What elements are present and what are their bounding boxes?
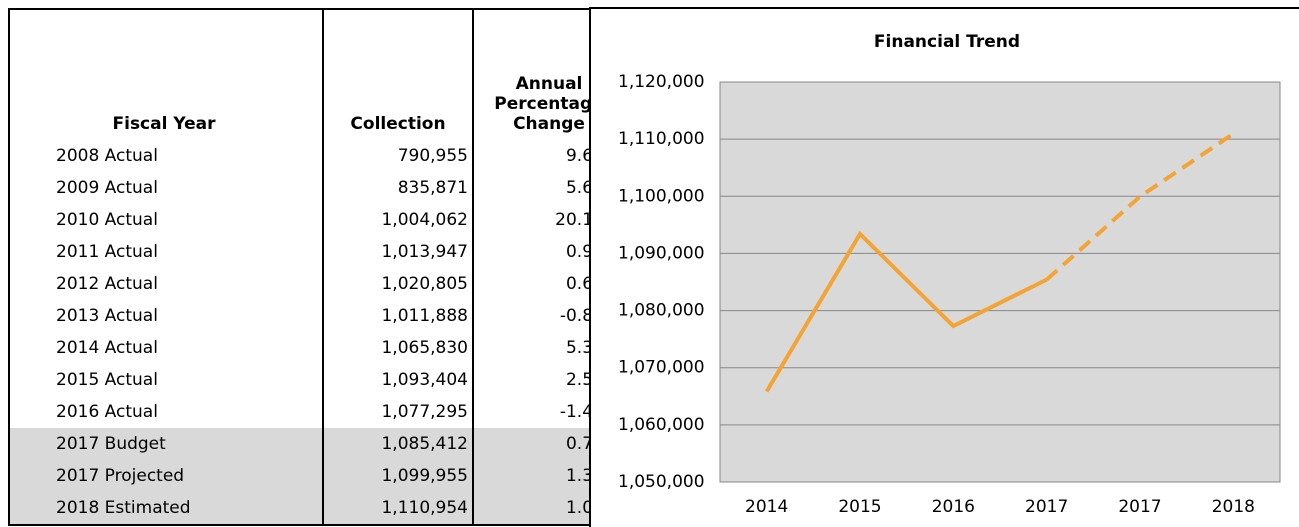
table-cell: 1,085,412	[322, 428, 474, 460]
x-tick-label: 2015	[838, 497, 881, 517]
y-tick-label: 1,110,000	[618, 129, 705, 149]
line	[1045, 132, 1235, 282]
table-cell: 835,871	[322, 172, 474, 204]
table-cell: 2011 Actual	[8, 236, 323, 268]
table-cell: 2008 Actual	[8, 140, 323, 172]
table-cell: 790,955	[322, 140, 474, 172]
table-cell: 1,020,805	[322, 268, 474, 300]
table-cell: 2009 Actual	[8, 172, 323, 204]
table-cell: 1,077,295	[322, 396, 474, 428]
table-cell: 2017 Budget	[8, 428, 323, 460]
table-cell: 2014 Actual	[8, 332, 323, 364]
table-cell: 1,011,888	[322, 300, 474, 332]
x-tick-label: 2018	[1212, 497, 1255, 517]
y-tick-label: 1,070,000	[618, 358, 705, 378]
chart: Financial Trend 1,050,000 1,060,000 1,070,…	[589, 7, 1299, 527]
table-cell: 2010 Actual	[8, 204, 323, 236]
data-table: Fiscal Year Collection Annual Percentage…	[8, 8, 626, 526]
table-cell: 1,099,955	[322, 460, 474, 492]
table-cell: 1,065,830	[322, 332, 474, 364]
x-tick-label: 2014	[745, 497, 788, 517]
table-cell: 2018 Estimated	[8, 492, 323, 526]
x-tick-label: 2016	[932, 497, 975, 517]
header-cell: Fiscal Year	[8, 8, 323, 140]
table-cell: 2013 Actual	[8, 300, 323, 332]
header-row: Fiscal Year Collection Annual Percentage…	[8, 8, 626, 140]
table-cell: 1,004,062	[322, 204, 474, 236]
y-tick-label: 1,090,000	[618, 243, 705, 263]
table-cell: 2016 Actual	[8, 396, 323, 428]
table-cell: 2015 Actual	[8, 364, 323, 396]
table-row: 2010 Actual 1,004,062 20.12%	[8, 204, 626, 236]
table-cell: 2012 Actual	[8, 268, 323, 300]
table-cell: 1,110,954	[322, 492, 474, 526]
x-tick-label: 2017	[1118, 497, 1161, 517]
y-tick-label: 1,060,000	[618, 415, 705, 435]
chart-title: Financial Trend	[874, 32, 1020, 52]
header-cell: Collection	[322, 8, 474, 140]
y-tick-label: 1,100,000	[618, 186, 705, 206]
line	[764, 230, 1048, 393]
y-tick-label: 1,080,000	[618, 301, 705, 321]
table-cell: 1,013,947	[322, 236, 474, 268]
x-tick-label: 2017	[1025, 497, 1068, 517]
y-tick-label: 1,120,000	[618, 72, 705, 92]
table-cell: 1,093,404	[322, 364, 474, 396]
plot-area	[719, 81, 1281, 483]
table-cell: 2017 Projected	[8, 460, 323, 492]
y-tick-label: 1,050,000	[618, 472, 705, 492]
